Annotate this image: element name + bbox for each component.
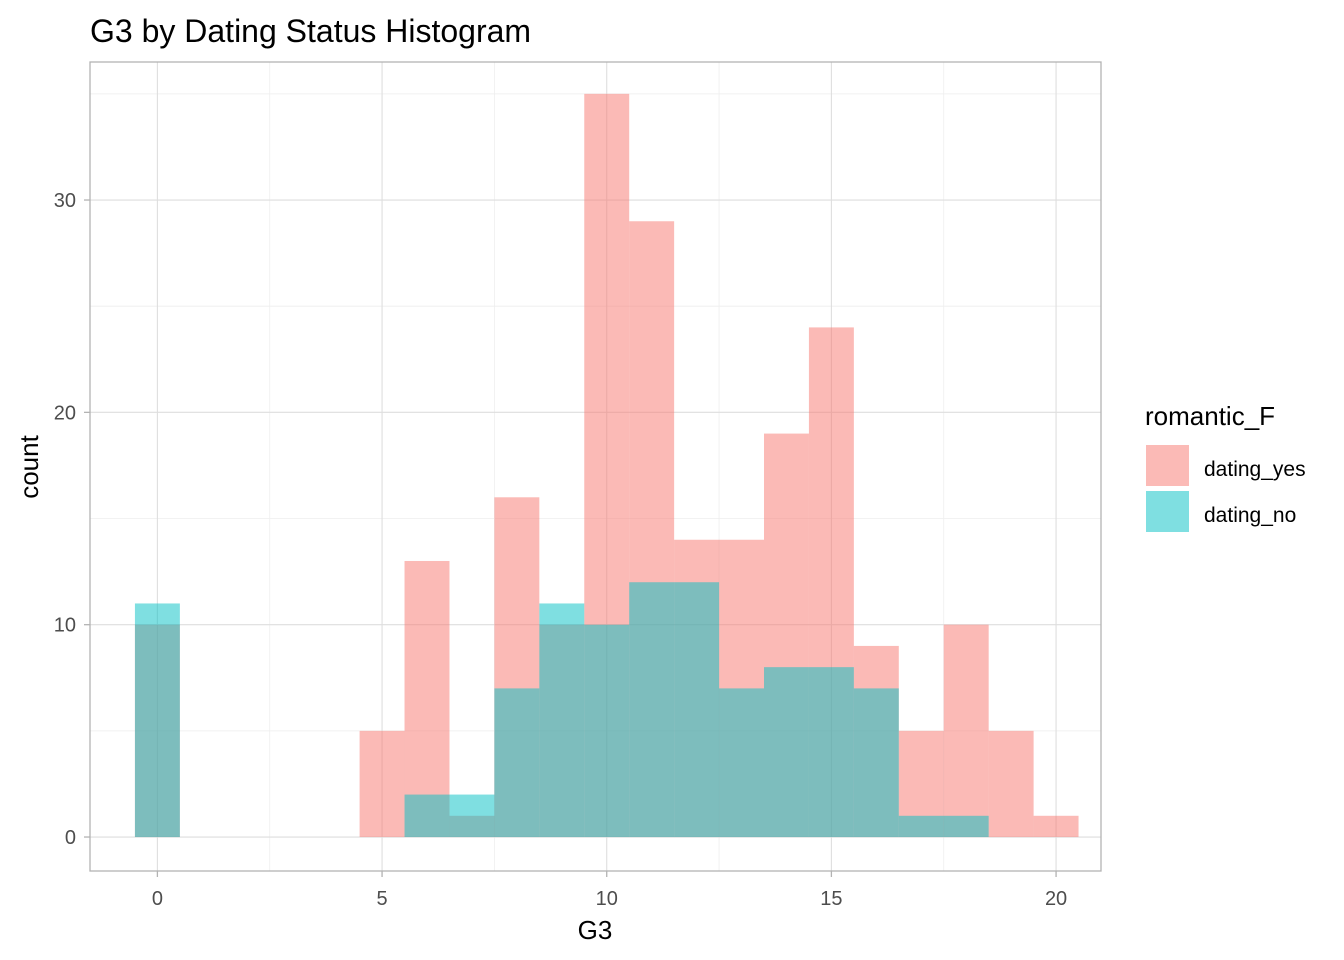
- bar-dating-no-8: [494, 688, 540, 838]
- y-tick-label: 10: [54, 615, 76, 637]
- bar-dating-yes-20: [1033, 815, 1079, 838]
- bar-dating-yes-19: [988, 730, 1034, 838]
- bar-dating-no-9: [539, 603, 585, 838]
- bar-dating-no-0: [134, 603, 180, 838]
- y-axis: 0 10 20 30: [54, 190, 90, 849]
- y-tick-label: 30: [54, 190, 76, 212]
- series-dating-no: [134, 582, 989, 838]
- bar-dating-no-16: [853, 688, 899, 838]
- legend-key-dating-no: [1146, 491, 1189, 532]
- x-tick-label: 20: [1045, 888, 1067, 910]
- x-axis: 0 5 10 15 20: [152, 871, 1067, 910]
- bar-dating-no-15: [808, 667, 854, 838]
- legend: romantic_F dating_yes dating_no: [1145, 401, 1306, 532]
- bar-dating-yes-18: [943, 624, 989, 838]
- y-tick-label: 20: [54, 402, 76, 424]
- x-tick-label: 5: [377, 888, 388, 910]
- legend-label-dating-yes: dating_yes: [1204, 458, 1306, 481]
- bar-dating-yes-5: [359, 730, 405, 838]
- chart-title: G3 by Dating Status Histogram: [90, 13, 531, 49]
- x-tick-label: 15: [820, 888, 842, 910]
- bar-dating-no-7: [449, 794, 495, 838]
- bar-dating-no-6: [404, 794, 450, 838]
- x-tick-label: 0: [152, 888, 163, 910]
- bar-dating-no-18: [943, 815, 989, 838]
- legend-label-dating-no: dating_no: [1204, 504, 1296, 527]
- bar-dating-no-12: [674, 582, 720, 838]
- y-tick-label: 0: [65, 827, 76, 849]
- x-axis-title: G3: [578, 915, 613, 945]
- bar-dating-no-11: [629, 582, 675, 838]
- bar-dating-yes-6: [404, 560, 450, 838]
- bar-dating-no-10: [584, 624, 630, 838]
- bar-dating-no-14: [764, 667, 809, 838]
- y-axis-title: count: [14, 434, 44, 498]
- bar-dating-no-17: [898, 815, 944, 838]
- legend-title: romantic_F: [1145, 401, 1275, 431]
- legend-key-dating-yes: [1146, 445, 1189, 486]
- panel-border: [89, 61, 1102, 872]
- bar-dating-no-13: [719, 688, 764, 838]
- x-tick-label: 10: [596, 888, 618, 910]
